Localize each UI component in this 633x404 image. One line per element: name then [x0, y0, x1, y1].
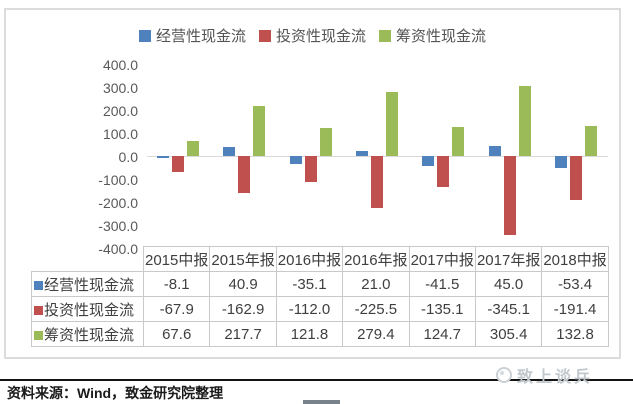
watermark-text: 致上谈兵	[517, 369, 594, 386]
footer-divider	[0, 379, 633, 381]
table-value-cell: 305.4	[474, 321, 543, 347]
y-tick-label: 200.0	[102, 102, 138, 119]
table-header-2015中报: 2015中报	[142, 246, 211, 272]
plot-area	[145, 65, 609, 249]
row-swatch-icon	[34, 305, 43, 315]
bar-筹资性现金流-2015年报	[253, 106, 266, 156]
table-header-2018中报: 2018中报	[541, 246, 609, 272]
table-value-cell: 121.8	[275, 321, 344, 347]
table-value-cell: -191.4	[541, 296, 609, 322]
table-header-2016中报: 2016中报	[275, 246, 344, 272]
chart-legend: 经营性现金流 投资性现金流 筹资性现金流	[6, 25, 619, 46]
bar-筹资性现金流-2018中报	[584, 125, 597, 156]
data-table: 2015中报 2015年报 2016中报 2016年报 2017中报 2017年报 2018…	[31, 246, 609, 347]
row-swatch-icon	[34, 330, 43, 340]
bar-经营性现金流-2018中报	[554, 156, 567, 169]
table-value-cell: -8.1	[142, 271, 211, 297]
legend-swatch-icon	[138, 29, 151, 42]
watermark-logo-icon	[496, 367, 512, 383]
table-row-筹资性现金流: 筹资性现金流 67.6 217.7 121.8 279.4 124.7 305.4 132.8	[31, 321, 609, 347]
table-value-cell: 132.8	[541, 321, 609, 347]
row-swatch-icon	[34, 280, 43, 290]
bar-筹资性现金流-2015中报	[187, 140, 200, 156]
table-row-投资性现金流: 投资性现金流 -67.9 -162.9 -112.0 -225.5 -135.1 -345.…	[31, 296, 609, 322]
legend-label: 投资性现金流	[275, 28, 366, 45]
y-tick-label: 400.0	[102, 57, 138, 73]
table-value-cell: -35.1	[275, 271, 344, 297]
bar-投资性现金流-2018中报	[569, 156, 582, 200]
table-value-cell: -67.9	[142, 296, 211, 322]
table-header-2017中报: 2017中报	[408, 246, 476, 272]
bar-投资性现金流-2017中报	[437, 156, 450, 187]
legend-label: 筹资性现金流	[396, 28, 487, 45]
bar-投资性现金流-2015中报	[172, 156, 185, 172]
legend-item-0: 经营性现金流	[138, 25, 246, 46]
bar-经营性现金流-2015年报	[223, 146, 236, 156]
table-value-cell: -112.0	[275, 296, 344, 322]
table-value-cell: 67.6	[142, 321, 211, 347]
table-header-2015年报: 2015年报	[209, 246, 277, 272]
table-value-cell: -135.1	[408, 296, 476, 322]
bar-投资性现金流-2017年报	[503, 156, 516, 236]
bar-筹资性现金流-2016年报	[386, 91, 398, 156]
bar-筹资性现金流-2016中报	[319, 128, 332, 156]
table-row-label: 经营性现金流	[31, 271, 144, 297]
table-header-row: 2015中报 2015年报 2016中报 2016年报 2017中报 2017年报 2018…	[32, 246, 609, 272]
legend-swatch-icon	[258, 29, 271, 42]
table-header-2017年报: 2017年报	[474, 246, 543, 272]
bar-投资性现金流-2015年报	[238, 156, 251, 194]
watermark: 致上谈兵	[496, 363, 593, 387]
bar-经营性现金流-2017年报	[488, 145, 501, 156]
y-tick-label: -100.0	[98, 171, 138, 188]
table-row-label: 筹资性现金流	[31, 321, 144, 347]
table-value-cell: -225.5	[342, 296, 410, 322]
legend-item-2: 筹资性现金流	[379, 25, 486, 46]
table-value-cell: -53.4	[541, 271, 609, 297]
source-note: 资料来源：Wind，致金研究院整理	[7, 385, 224, 401]
table-corner-cell	[32, 247, 144, 272]
table-value-cell: 40.9	[209, 271, 277, 297]
bottom-scroll-indicator	[303, 400, 340, 404]
y-tick-label: 0.0	[118, 148, 138, 165]
legend-item-1: 投资性现金流	[258, 25, 366, 46]
table-row-经营性现金流: 经营性现金流 -8.1 40.9 -35.1 21.0 -41.5 45.0 -53.4	[31, 271, 609, 297]
table-value-cell: 45.0	[474, 271, 543, 297]
bar-投资性现金流-2016中报	[304, 156, 317, 182]
table-row-label: 投资性现金流	[31, 296, 144, 322]
table-value-cell: -345.1	[474, 296, 543, 322]
bar-经营性现金流-2016中报	[289, 156, 302, 165]
chart-panel: 经营性现金流 投资性现金流 筹资性现金流 400.0 300.0 200.0 100.0 0…	[4, 8, 621, 359]
table-value-cell: 21.0	[342, 271, 410, 297]
table-value-cell: 217.7	[209, 321, 277, 347]
table-value-cell: -162.9	[209, 296, 277, 322]
bar-经营性现金流-2015中报	[157, 156, 170, 158]
bar-经营性现金流-2017中报	[422, 156, 435, 166]
y-tick-label: -300.0	[98, 217, 138, 234]
bar-筹资性现金流-2017中报	[452, 127, 465, 156]
table-value-cell: -41.5	[408, 271, 476, 297]
table-header-2016年报: 2016年报	[342, 246, 410, 272]
y-tick-label: 300.0	[102, 79, 138, 96]
legend-label: 经营性现金流	[155, 28, 246, 45]
bar-投资性现金流-2016年报	[371, 156, 383, 208]
y-tick-label: 100.0	[102, 125, 138, 142]
bar-筹资性现金流-2017年报	[518, 85, 531, 156]
table-value-cell: 279.4	[342, 321, 410, 347]
table-value-cell: 124.7	[408, 321, 476, 347]
y-tick-label: -200.0	[98, 194, 138, 211]
bar-经营性现金流-2016年报	[356, 151, 368, 156]
legend-swatch-icon	[379, 29, 391, 42]
y-tick-label: -400.0	[98, 240, 138, 257]
